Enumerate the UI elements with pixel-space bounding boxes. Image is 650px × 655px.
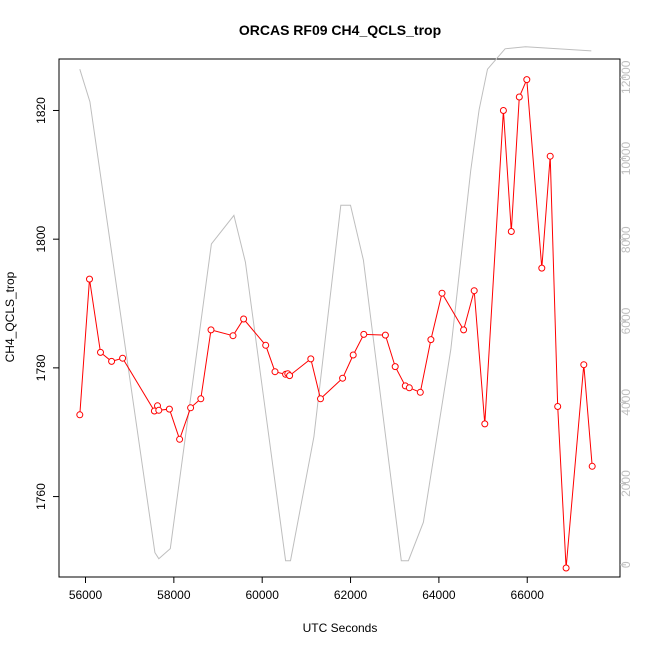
ch4-point xyxy=(481,420,489,428)
y2-tick-label: 0 xyxy=(619,561,633,568)
x-axis-label: UTC Seconds xyxy=(303,621,378,635)
y-axis-left: 1760 1780 1800 1820 xyxy=(34,97,59,510)
ch4-point xyxy=(405,384,413,392)
ch4-point xyxy=(515,93,523,101)
ch4-point xyxy=(165,405,173,413)
ch4-point xyxy=(155,406,163,414)
ch4-point xyxy=(554,403,562,410)
ch4-point xyxy=(176,435,184,443)
ch4-point xyxy=(207,326,215,334)
ch4-point xyxy=(119,354,127,362)
ch4-point xyxy=(391,363,399,371)
y2-tick-label: 12000 xyxy=(619,60,633,94)
ch4-point xyxy=(262,341,270,349)
ch4-point xyxy=(562,564,570,572)
y-tick-label: 1760 xyxy=(34,483,48,510)
y-tick-label: 1820 xyxy=(34,97,48,124)
y2-tick-label: 2000 xyxy=(619,470,633,497)
ch4-point xyxy=(381,331,389,339)
ch4-point xyxy=(427,336,435,344)
ch4-point xyxy=(470,287,478,295)
y-tick-label: 1800 xyxy=(34,226,48,253)
ch4-point xyxy=(86,275,93,283)
ch4-point xyxy=(588,462,596,470)
ch4-point xyxy=(438,289,446,297)
series-layer xyxy=(76,46,596,572)
ch4-point xyxy=(339,374,347,382)
altitude-line xyxy=(79,46,592,562)
ch4-point xyxy=(523,76,531,84)
x-axis: 56000 58000 60000 62000 64000 66000 xyxy=(69,577,544,602)
ch4-point xyxy=(499,107,507,114)
ch4-point xyxy=(360,330,368,338)
ch4-point xyxy=(307,355,315,363)
ch4-point xyxy=(240,315,248,323)
x-tick-label: 58000 xyxy=(157,588,191,602)
ch4-point xyxy=(507,228,515,235)
y-axis-label: CH4_QCLS_trop xyxy=(3,271,17,362)
y2-tick-label: 4000 xyxy=(619,389,633,416)
ch4-point xyxy=(460,326,468,334)
x-tick-label: 62000 xyxy=(334,588,368,602)
x-tick-label: 60000 xyxy=(246,588,280,602)
y2-tick-label: 8000 xyxy=(619,226,633,253)
x-tick-label: 66000 xyxy=(511,588,545,602)
ch4-point xyxy=(286,372,294,380)
ch4-point xyxy=(546,152,554,160)
ch4-point xyxy=(97,348,104,356)
ch4-point xyxy=(229,332,237,340)
x-tick-label: 64000 xyxy=(422,588,456,602)
plot-frame xyxy=(58,58,621,578)
ch4-point xyxy=(538,264,546,272)
ch4-point xyxy=(108,357,116,365)
ch4-point xyxy=(349,351,357,359)
ch4-point xyxy=(416,388,424,396)
ch4-point xyxy=(197,395,205,403)
ch4-point xyxy=(187,404,195,412)
y-tick-label: 1780 xyxy=(34,354,48,381)
ch4-point xyxy=(580,361,588,369)
x-tick-label: 56000 xyxy=(69,588,103,602)
y-axis-right: 0 2000 4000 6000 8000 10000 12000 xyxy=(619,60,633,568)
ch4-point xyxy=(76,411,84,419)
chart-title: ORCAS RF09 CH4_QCLS_trop xyxy=(239,22,441,38)
ch4-point xyxy=(271,368,279,376)
ch4-point xyxy=(317,395,324,403)
y2-tick-label: 10000 xyxy=(619,142,633,176)
y2-tick-label: 6000 xyxy=(619,307,633,334)
